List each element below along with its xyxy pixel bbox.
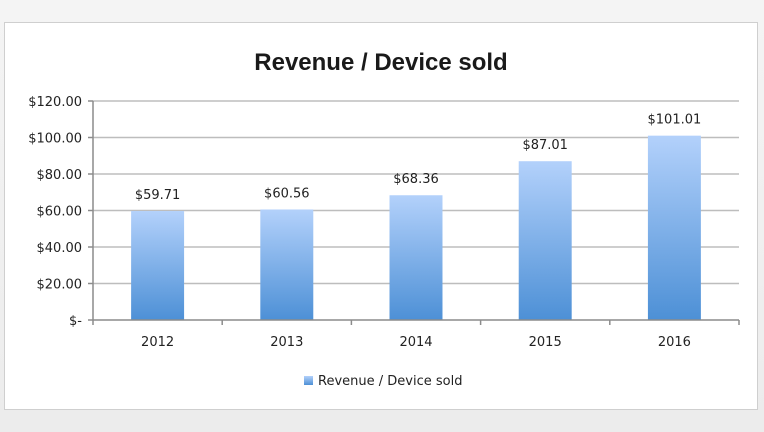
chart-frame [4, 22, 758, 410]
bar-2014 [389, 195, 443, 320]
y-tick-label: $20.00 [37, 278, 83, 293]
x-tick-label: 2014 [399, 335, 432, 350]
bar-2016 [647, 135, 701, 320]
gridlines [93, 100, 739, 285]
y-tick-label: $120.00 [28, 95, 82, 110]
y-tick-label: $80.00 [37, 168, 83, 183]
axes [88, 100, 740, 325]
x-tick-label: 2012 [141, 335, 174, 350]
data-label-2013: $60.56 [264, 186, 310, 201]
x-tick-label: 2016 [658, 335, 691, 350]
data-label-2012: $59.71 [135, 188, 181, 203]
bar-2013 [260, 209, 314, 320]
bars [131, 135, 701, 320]
x-tick-label: 2013 [270, 335, 303, 350]
legend-label: Revenue / Device sold [318, 374, 462, 389]
data-labels: $59.71 $60.56 $68.36 $87.01 $101.01 [135, 113, 701, 203]
y-tick-label: $40.00 [37, 241, 83, 256]
y-tick-label: $- [69, 314, 82, 329]
x-axis-tick-labels: 2012 2013 2014 2015 2016 [141, 335, 691, 350]
y-axis-tick-labels: $- $20.00 $40.00 $60.00 $80.00 $100.00 $120.00 [28, 95, 82, 329]
y-tick-label: $60.00 [37, 205, 83, 220]
x-tick-label: 2015 [529, 335, 562, 350]
chart-title: Revenue / Device sold [254, 49, 507, 76]
legend: Revenue / Device sold [304, 374, 462, 389]
data-label-2016: $101.01 [648, 113, 702, 128]
bar-2015 [518, 161, 572, 320]
bar-2012 [131, 211, 185, 320]
legend-swatch [304, 376, 313, 385]
data-label-2014: $68.36 [393, 172, 439, 187]
y-tick-label: $100.00 [28, 132, 82, 147]
data-label-2015: $87.01 [522, 138, 568, 153]
